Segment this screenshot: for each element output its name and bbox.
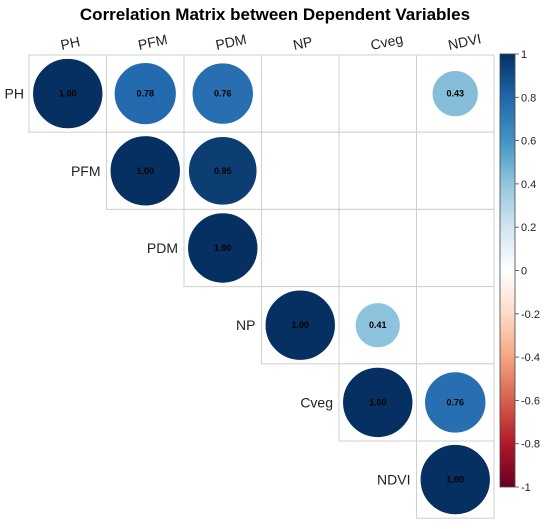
corr-circle-pdm-pdm	[187, 212, 259, 284]
corr-circle-cveg-ndvi	[424, 371, 487, 434]
corr-value-cveg-cveg: 1.00	[369, 397, 387, 407]
corr-value-pfm-pdm: 0.95	[214, 166, 232, 176]
corr-circle-ph-pfm	[114, 62, 177, 125]
row-label-pdm: PDM	[147, 240, 178, 256]
grid-cell-pfm-cveg	[338, 131, 417, 210]
row-label-np: NP	[236, 317, 255, 333]
corr-circle-np-np	[264, 289, 336, 361]
grid-cell-pfm-ndvi	[416, 131, 495, 210]
chart-title: Correlation Matrix between Dependent Var…	[80, 5, 470, 24]
column-label-ndvi: NDVI	[447, 30, 483, 53]
column-label-ph: PH	[59, 33, 81, 53]
colorbar-tick-label: -0.6	[521, 395, 540, 407]
corr-value-ph-pfm: 0.78	[136, 89, 154, 99]
label-layer: PH PFM PDM NP Cveg NDVI PH PFM PDM NP Cveg NDVI	[5, 30, 483, 487]
colorbar-tick-label: 1	[521, 49, 527, 61]
colorbar-tick-label: -1	[521, 482, 531, 494]
colorbar-tick-label: 0.2	[521, 222, 536, 234]
column-label-cveg: Cveg	[369, 30, 404, 52]
grid-cell-ph-np	[261, 54, 340, 133]
corr-circle-ndvi-ndvi	[419, 444, 491, 515]
colorbar-tick-label: 0.8	[521, 92, 536, 104]
grid-cell-np-ndvi	[416, 286, 495, 365]
row-label-cveg: Cveg	[300, 394, 333, 410]
corr-circle-ph-ph	[32, 58, 104, 129]
circle-layer: 1.00 0.78 0.76 0.43 1.00 0.95 1.00 1.00 0.41 1.00…	[32, 58, 491, 515]
corr-value-ph-ndvi: 0.43	[446, 89, 464, 99]
grid-cell-pfm-np	[261, 131, 340, 210]
grid-cell-pdm-ndvi	[416, 208, 495, 288]
row-label-pfm: PFM	[71, 163, 101, 179]
corr-value-ph-ph: 1.00	[59, 89, 77, 99]
corr-value-np-np: 1.00	[291, 320, 309, 330]
grid-cell-ph-cveg	[338, 54, 417, 133]
corr-circle-cveg-cveg	[342, 367, 414, 438]
row-label-ndvi: NDVI	[377, 472, 410, 488]
column-label-np: NP	[292, 33, 314, 53]
colorbar-tick-label: -0.8	[521, 439, 540, 451]
corr-value-ph-pdm: 0.76	[214, 89, 232, 99]
corr-circle-pfm-pdm	[188, 136, 258, 206]
corr-circle-np-cveg	[355, 302, 401, 348]
corr-value-pdm-pdm: 1.00	[214, 243, 232, 253]
corr-value-ndvi-ndvi: 1.00	[446, 475, 464, 485]
corr-value-np-cveg: 0.41	[369, 320, 387, 330]
grid-cell-pdm-np	[261, 208, 340, 288]
colorbar-tick-label: 0.6	[521, 136, 536, 148]
row-label-ph: PH	[5, 86, 24, 102]
colorbar: 1 0.8 0.6 0.4 0.2 0 -0.2 -0.4 -0.6 -0.8 -1	[499, 49, 540, 494]
corr-circle-pfm-pfm	[109, 135, 181, 207]
colorbar-tick-label: 0.4	[521, 179, 536, 191]
colorbar-tick-label: -0.2	[521, 309, 540, 321]
grid-cell-pdm-cveg	[338, 208, 417, 288]
colorbar-gradient	[499, 53, 516, 488]
corr-value-cveg-ndvi: 0.76	[446, 397, 464, 407]
column-label-pfm: PFM	[137, 31, 169, 53]
grid-layer	[28, 54, 495, 519]
corr-value-pfm-pfm: 1.00	[136, 166, 154, 176]
colorbar-tick-label: 0	[521, 266, 527, 278]
corr-circle-ph-ndvi	[431, 70, 479, 117]
corr-circle-ph-pdm	[191, 62, 254, 125]
colorbar-tick-label: -0.4	[521, 352, 540, 364]
column-label-pdm: PDM	[214, 31, 248, 53]
